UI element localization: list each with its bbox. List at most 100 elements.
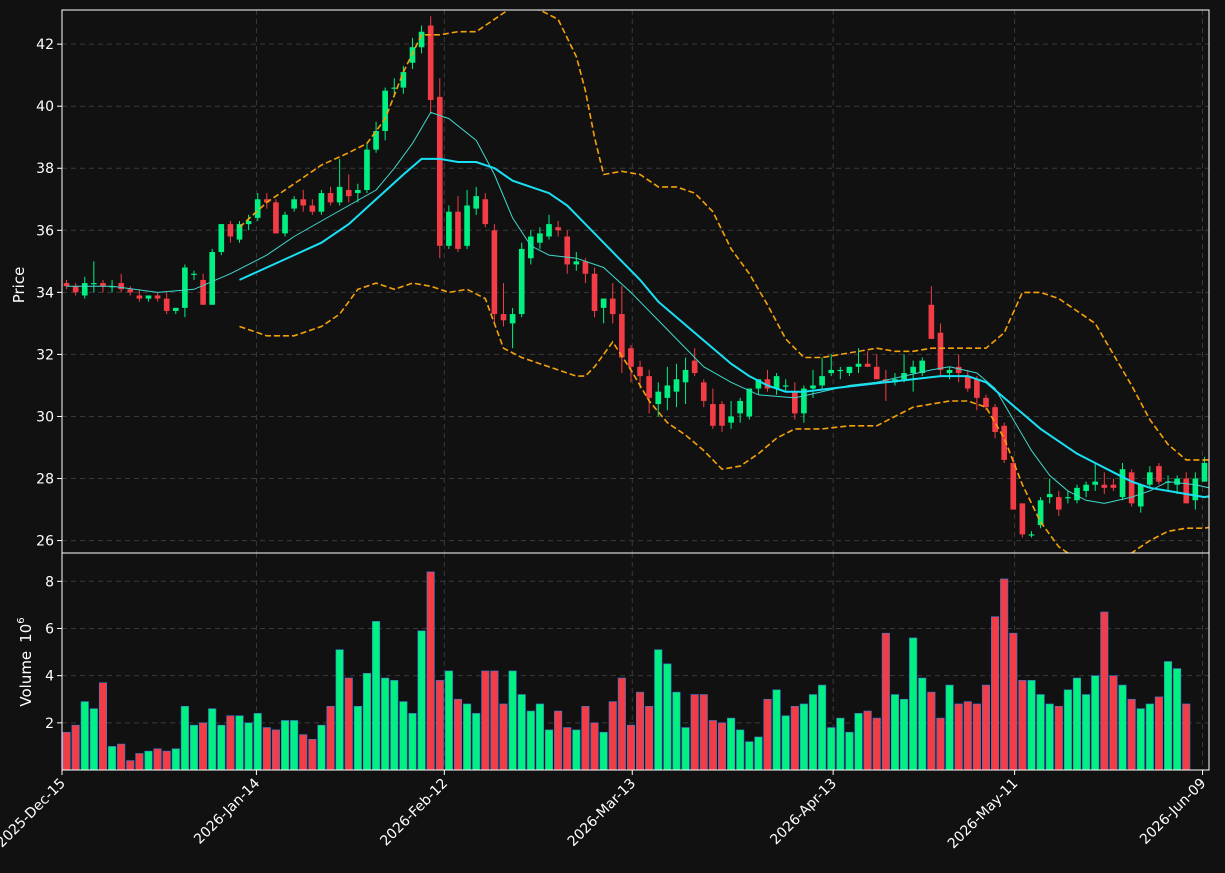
candle-body: [609, 298, 616, 315]
volume-bar: [808, 694, 818, 771]
candle-body: [336, 186, 343, 203]
candle-body: [764, 379, 771, 389]
candle-body: [191, 273, 197, 275]
volume-bar: [490, 670, 499, 771]
candle-body: [937, 332, 944, 370]
volume-panel-frame: [61, 552, 1210, 771]
volume-bar: [271, 729, 280, 771]
volume-bar: [153, 748, 162, 771]
candle-body: [801, 388, 807, 414]
candle-body: [145, 295, 152, 299]
volume-bar: [581, 706, 590, 771]
candle-body: [691, 360, 698, 374]
volume-axis-exponent: 6: [16, 617, 27, 623]
candle-body: [436, 96, 443, 246]
candle-body: [919, 360, 926, 374]
candle-body: [1174, 478, 1180, 485]
candle-body: [628, 348, 634, 367]
volume-bar: [98, 682, 107, 771]
volume-bar: [645, 706, 654, 771]
volume-bar: [226, 715, 235, 771]
volume-bar: [526, 710, 535, 771]
candle-body: [400, 72, 407, 88]
candle-body: [91, 283, 97, 285]
candle-body: [1110, 484, 1117, 488]
volume-bar: [672, 691, 681, 771]
volume-bar: [435, 680, 444, 771]
volume-bar: [763, 698, 772, 771]
volume-panel: [62, 571, 1191, 771]
volume-bar: [1127, 698, 1136, 771]
candle-body: [719, 404, 725, 426]
overlay-lines: [66, 10, 1209, 553]
volume-bar: [626, 724, 635, 771]
candle-body: [446, 211, 452, 246]
volume-bar: [217, 724, 226, 771]
candle-body: [509, 314, 516, 324]
price-tick-label: 34: [36, 285, 54, 301]
candle-body: [345, 189, 352, 197]
volume-bar: [381, 677, 390, 771]
candle-body: [391, 87, 398, 89]
volume-bar: [927, 691, 936, 771]
volume-bar: [453, 698, 463, 771]
candle-body: [464, 205, 470, 246]
volume-bar: [736, 729, 745, 771]
sma-short-line: [66, 111, 1209, 504]
candle-body: [136, 295, 143, 299]
volume-tick-label: 8: [45, 574, 54, 590]
candle-body: [855, 363, 862, 367]
candle-body: [655, 391, 662, 405]
candle-body: [182, 267, 188, 308]
price-tick-label: 40: [36, 99, 54, 115]
candle-body: [172, 307, 179, 311]
volume-bar: [1136, 708, 1145, 771]
volume-bar: [71, 724, 80, 771]
candle-body: [291, 199, 297, 209]
volume-bar: [963, 701, 972, 771]
volume-bar: [62, 731, 71, 771]
volume-bar: [1000, 578, 1009, 771]
volume-bar: [954, 703, 963, 771]
volume-bar: [772, 689, 781, 771]
candle-body: [273, 202, 279, 234]
price-tick-label: 42: [36, 37, 54, 53]
volume-bar: [444, 670, 453, 771]
volume-bars-layer: [62, 571, 1191, 771]
volume-bar: [208, 708, 217, 771]
candle-body: [227, 224, 234, 237]
candle-body: [1101, 484, 1108, 488]
candle-body: [1119, 469, 1126, 498]
candle-body: [619, 314, 625, 358]
volume-bar: [1036, 694, 1045, 771]
volume-bar: [408, 713, 417, 771]
volume-bar: [754, 736, 763, 771]
volume-bar: [690, 694, 699, 771]
candle-body: [63, 283, 70, 287]
volume-bar: [481, 670, 490, 771]
candle-body: [955, 366, 962, 374]
candle-body: [819, 376, 825, 386]
candle-body: [200, 279, 206, 305]
volume-axis-exponent-base: 10: [17, 624, 35, 643]
price-tick-label: 36: [36, 223, 54, 239]
candle-body: [355, 189, 361, 194]
candle-body: [737, 400, 744, 414]
volume-bar: [1054, 706, 1063, 771]
candle-body: [1074, 487, 1080, 501]
candle-body: [118, 283, 124, 290]
candle-body: [682, 369, 689, 383]
volume-bar: [900, 698, 909, 771]
candle-body: [846, 366, 853, 374]
candle-body: [546, 224, 552, 237]
volume-bar: [663, 663, 672, 771]
price-panel: [63, 10, 1209, 553]
volume-bar: [308, 739, 317, 771]
candle-body: [427, 25, 434, 100]
candles-layer: [63, 16, 1208, 538]
volume-bar: [1082, 694, 1091, 771]
volume-axis-label: Volume 106: [16, 617, 35, 706]
candle-body: [964, 376, 971, 389]
volume-bar: [854, 713, 863, 771]
volume-bar: [162, 750, 171, 771]
